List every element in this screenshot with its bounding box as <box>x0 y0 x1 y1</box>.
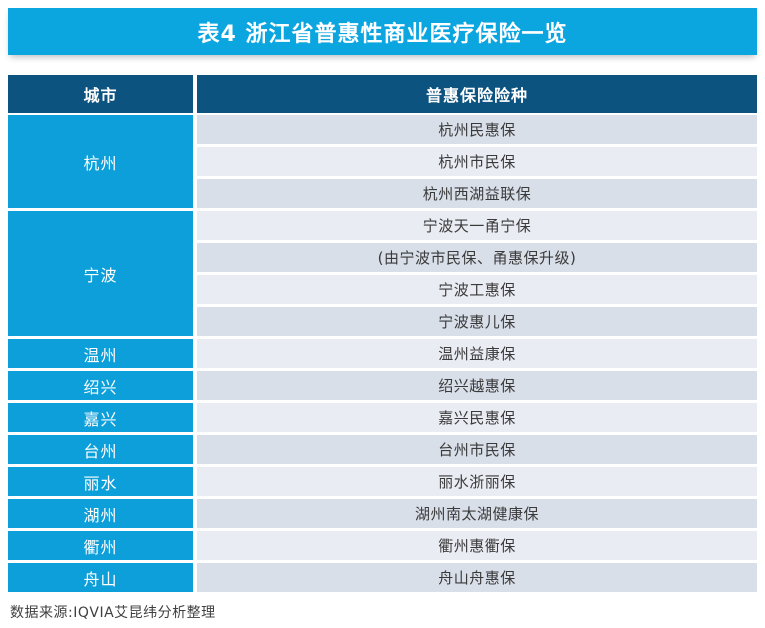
city-cell: 台州 <box>8 435 193 464</box>
city-cell: 绍兴 <box>8 371 193 400</box>
column-header-city: 城市 <box>8 75 193 113</box>
product-cell: 宁波惠儿保 <box>197 307 757 336</box>
product-cell: 丽水浙丽保 <box>197 467 757 496</box>
city-group: 绍兴 绍兴越惠保 <box>8 371 757 400</box>
product-cell: (由宁波市民保、甬惠保升级) <box>197 243 757 272</box>
product-list: 湖州南太湖健康保 <box>197 499 757 528</box>
product-list: 台州市民保 <box>197 435 757 464</box>
product-cell: 杭州西湖益联保 <box>197 179 757 208</box>
product-cell: 宁波工惠保 <box>197 275 757 304</box>
city-cell: 湖州 <box>8 499 193 528</box>
column-header-products: 普惠保险险种 <box>197 75 757 113</box>
city-group: 丽水 丽水浙丽保 <box>8 467 757 496</box>
product-list: 绍兴越惠保 <box>197 371 757 400</box>
insurance-table: 表4 浙江省普惠性商业医疗保险一览 城市 普惠保险险种 杭州 杭州民惠保杭州市民保… <box>8 8 757 592</box>
product-list: 温州益康保 <box>197 339 757 368</box>
product-cell: 杭州市民保 <box>197 147 757 176</box>
city-cell: 宁波 <box>8 211 193 336</box>
city-cell: 温州 <box>8 339 193 368</box>
product-cell: 绍兴越惠保 <box>197 371 757 400</box>
city-cell: 嘉兴 <box>8 403 193 432</box>
city-cell: 丽水 <box>8 467 193 496</box>
city-cell: 杭州 <box>8 115 193 208</box>
city-cell: 衢州 <box>8 531 193 560</box>
product-cell: 台州市民保 <box>197 435 757 464</box>
city-group: 宁波 宁波天一甬宁保 (由宁波市民保、甬惠保升级) 宁波工惠保宁波惠儿保 <box>8 211 757 336</box>
city-group: 嘉兴 嘉兴民惠保 <box>8 403 757 432</box>
city-group: 温州 温州益康保 <box>8 339 757 368</box>
city-group: 舟山 舟山舟惠保 <box>8 563 757 592</box>
product-cell: 湖州南太湖健康保 <box>197 499 757 528</box>
product-cell: 衢州惠衢保 <box>197 531 757 560</box>
table-title: 表4 浙江省普惠性商业医疗保险一览 <box>8 8 757 55</box>
product-list: 舟山舟惠保 <box>197 563 757 592</box>
city-group: 台州 台州市民保 <box>8 435 757 464</box>
product-list: 杭州民惠保杭州市民保杭州西湖益联保 <box>197 115 757 208</box>
table-header-row: 城市 普惠保险险种 <box>8 75 757 113</box>
product-cell: 舟山舟惠保 <box>197 563 757 592</box>
product-cell: 温州益康保 <box>197 339 757 368</box>
city-cell: 舟山 <box>8 563 193 592</box>
product-list: 衢州惠衢保 <box>197 531 757 560</box>
city-group: 湖州 湖州南太湖健康保 <box>8 499 757 528</box>
product-cell: 宁波天一甬宁保 <box>197 211 757 240</box>
city-group: 衢州 衢州惠衢保 <box>8 531 757 560</box>
product-list: 丽水浙丽保 <box>197 467 757 496</box>
product-list: 宁波天一甬宁保 (由宁波市民保、甬惠保升级) 宁波工惠保宁波惠儿保 <box>197 211 757 336</box>
product-cell: 嘉兴民惠保 <box>197 403 757 432</box>
table-body: 杭州 杭州民惠保杭州市民保杭州西湖益联保 宁波 宁波天一甬宁保 (由宁波市民保、甬惠保升… <box>8 115 757 592</box>
product-cell: 杭州民惠保 <box>197 115 757 144</box>
product-list: 嘉兴民惠保 <box>197 403 757 432</box>
city-group: 杭州 杭州民惠保杭州市民保杭州西湖益联保 <box>8 115 757 208</box>
source-note: 数据来源:IQVIA艾昆纬分析整理 <box>10 605 216 621</box>
